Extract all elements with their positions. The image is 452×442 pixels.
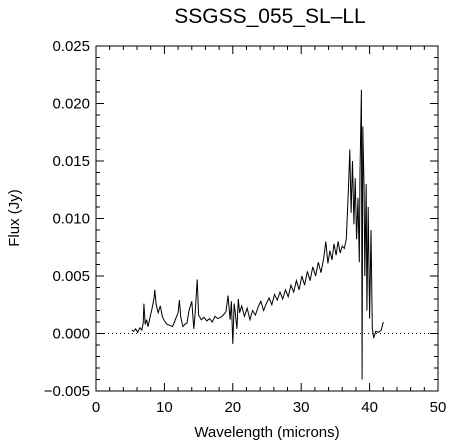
y-tick-label: 0.010 bbox=[52, 211, 90, 228]
y-tick-label: 0.000 bbox=[52, 326, 90, 343]
y-tick-label: 0.025 bbox=[52, 38, 90, 55]
axis-ticks: 0 10 20 30 40 50 −0.005 0.000 0.005 0.010 0.015 0.0… bbox=[44, 38, 447, 416]
x-tick-label: 0 bbox=[92, 399, 100, 416]
x-tick-label: 10 bbox=[156, 399, 173, 416]
y-tick-label: 0.005 bbox=[52, 268, 90, 285]
x-tick-label: 50 bbox=[430, 399, 447, 416]
y-tick-label: −0.005 bbox=[44, 383, 90, 400]
plot-frame bbox=[95, 45, 439, 392]
x-tick-label: 20 bbox=[224, 399, 241, 416]
chart-title: SSGSS_055_SL–LL bbox=[174, 5, 365, 28]
x-tick-label: 30 bbox=[293, 399, 310, 416]
series-line bbox=[131, 89, 384, 380]
x-axis-label: Wavelength (microns) bbox=[194, 424, 339, 441]
y-tick-label: 0.020 bbox=[52, 96, 90, 113]
x-tick-label: 40 bbox=[361, 399, 378, 416]
y-tick-label: 0.015 bbox=[52, 153, 90, 170]
y-axis-label: Flux (Jy) bbox=[6, 189, 23, 247]
